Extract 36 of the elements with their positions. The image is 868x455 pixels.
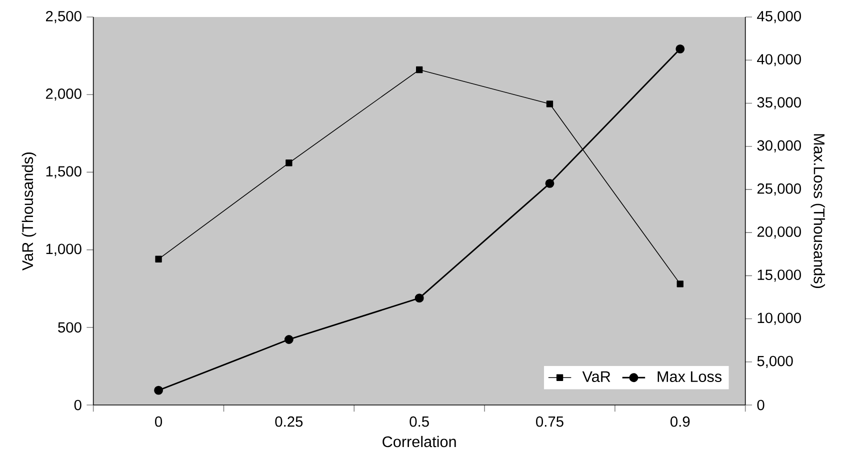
y2-axis-title: Max.Loss (Thousands): [810, 134, 826, 288]
y2-tick-label: 35,000: [757, 97, 801, 110]
y-tick-label: 1,500: [46, 166, 82, 178]
legend-label: VaR: [582, 371, 610, 382]
y2-tick-label: 5,000: [757, 356, 793, 368]
y2-tick-label: 30,000: [757, 140, 801, 152]
y2-tick-label: 25,000: [757, 183, 801, 196]
y-tick-label: 2,500: [46, 10, 82, 24]
x-tick-label: 0.5: [410, 416, 429, 427]
x-tick-label: 0.75: [536, 416, 564, 427]
point: [154, 386, 164, 395]
point: [676, 280, 684, 288]
point: [416, 66, 423, 74]
x-axis-title: Correlation: [382, 436, 456, 448]
point: [155, 256, 162, 262]
point: [414, 294, 424, 303]
y-tick-label: 500: [58, 322, 82, 333]
y-tick-label: 1,000: [46, 244, 82, 256]
point: [286, 160, 292, 166]
point: [676, 44, 685, 54]
y2-tick-label: 20,000: [757, 226, 801, 239]
y2-tick-label: 45,000: [757, 10, 801, 24]
x-tick-label: 0.9: [670, 416, 690, 427]
point: [546, 100, 554, 108]
y2-tick-label: 40,000: [757, 54, 801, 66]
y-tick-label: 2,000: [46, 88, 82, 101]
y2-tick-label: 0: [757, 400, 764, 410]
x-tick-label: 0: [155, 416, 162, 427]
point: [545, 178, 554, 188]
y-tick-label: 0: [74, 400, 82, 410]
legend-label: Max Loss: [658, 371, 722, 382]
y2-tick-label: 10,000: [758, 312, 801, 325]
y-axis-title: VaR (Thousands): [22, 152, 36, 270]
x-tick-label: 0.25: [275, 416, 303, 427]
point: [284, 335, 294, 344]
y2-tick-label: 15,000: [758, 270, 801, 282]
